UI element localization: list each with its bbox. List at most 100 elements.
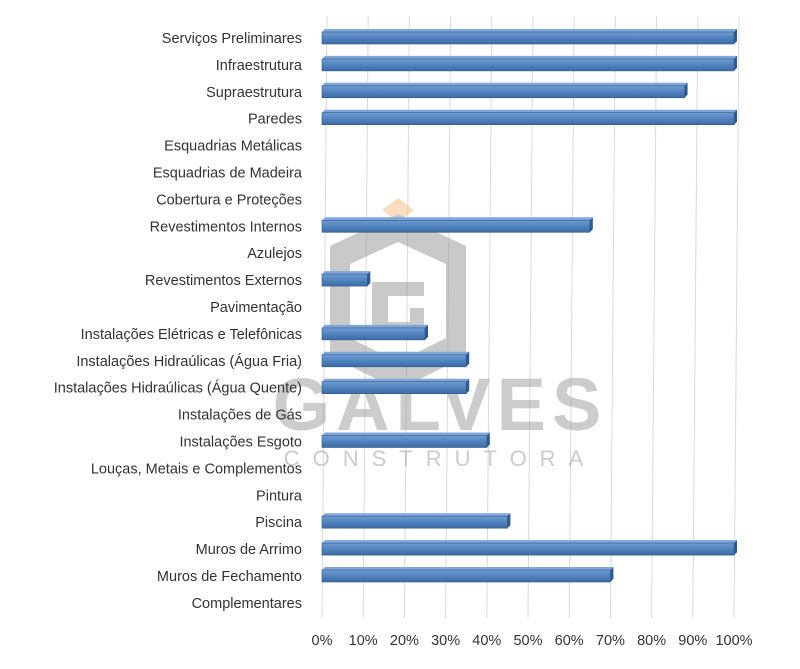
bar-top bbox=[322, 109, 737, 113]
bar bbox=[321, 378, 470, 395]
bar-top bbox=[322, 567, 614, 570]
category-label: Esquadrias Metálicas bbox=[164, 139, 302, 155]
category-label: Instalações Elétricas e Telefônicas bbox=[81, 327, 302, 343]
bar-top bbox=[322, 55, 737, 59]
watermark-sub: CONSTRUTORA bbox=[284, 446, 597, 471]
gridline bbox=[527, 15, 534, 619]
bar-front bbox=[321, 31, 735, 45]
gridline bbox=[568, 15, 575, 619]
x-axis-ticks: 0% 10% 20% 30% 40% 50% 60% 70% 80% 90% 100% bbox=[312, 633, 753, 649]
category-label: Revestimentos Internos bbox=[150, 219, 302, 235]
category-label: Muros de Fechamento bbox=[157, 569, 302, 585]
bar-side bbox=[734, 55, 737, 71]
bar bbox=[321, 217, 593, 233]
bar-front bbox=[321, 327, 426, 341]
category-label: Revestimentos Externos bbox=[145, 273, 302, 289]
bar-top bbox=[322, 324, 428, 328]
category-label: Louças, Metais e Complementos bbox=[91, 461, 302, 477]
bar-side bbox=[610, 567, 614, 582]
bar-front bbox=[321, 542, 735, 556]
category-label: Serviços Preliminares bbox=[162, 31, 302, 47]
bar-top bbox=[322, 29, 737, 32]
bar-front bbox=[321, 381, 467, 395]
bar-side bbox=[486, 432, 490, 448]
gridline bbox=[609, 15, 616, 619]
bar-top bbox=[322, 378, 470, 382]
bar bbox=[321, 109, 737, 125]
bar-side bbox=[466, 378, 470, 394]
x-tick-label: 90% bbox=[678, 633, 707, 649]
category-label: Piscina bbox=[255, 515, 303, 531]
bar bbox=[321, 55, 737, 72]
bar-side bbox=[734, 540, 737, 556]
bar-side bbox=[589, 217, 593, 233]
logo-diamond-icon bbox=[382, 198, 414, 222]
logo-inner-icon bbox=[372, 282, 424, 336]
galves-watermark: GALVES ® CONSTRUTORA bbox=[273, 198, 601, 471]
bar bbox=[321, 513, 511, 529]
gridline bbox=[651, 15, 658, 619]
category-label: Azulejos bbox=[247, 246, 302, 262]
x-tick-label: 100% bbox=[715, 633, 752, 649]
category-label: Infraestrutura bbox=[216, 58, 303, 74]
x-tick-label: 30% bbox=[431, 633, 460, 649]
bar bbox=[321, 29, 737, 45]
bar-top bbox=[322, 540, 737, 544]
category-label: Instalações Hidraúlicas (Água Fria) bbox=[76, 353, 302, 370]
bar bbox=[321, 432, 490, 448]
x-tick-label: 50% bbox=[513, 633, 542, 649]
bar bbox=[321, 567, 614, 583]
bar-front bbox=[321, 58, 735, 72]
category-label: Esquadrias de Madeira bbox=[153, 166, 303, 182]
bar-front bbox=[321, 112, 735, 125]
category-label: Muros de Arrimo bbox=[196, 542, 302, 558]
category-label: Supraestrutura bbox=[206, 85, 303, 101]
bar-top bbox=[322, 271, 371, 275]
category-label: Cobertura e Proteções bbox=[156, 192, 302, 208]
x-tick-label: 60% bbox=[555, 633, 584, 649]
bar-side bbox=[507, 513, 511, 529]
bar-top bbox=[322, 217, 593, 221]
category-label: Instalações Esgoto bbox=[179, 435, 302, 451]
x-tick-label: 40% bbox=[472, 633, 501, 649]
logo-mark-icon bbox=[330, 214, 466, 390]
category-label: Instalações de Gás bbox=[178, 408, 302, 424]
bar-front bbox=[321, 220, 591, 233]
gridline bbox=[733, 15, 740, 619]
bar bbox=[321, 82, 688, 99]
category-label: Complementares bbox=[192, 596, 302, 612]
bar-side bbox=[684, 82, 688, 98]
gridline bbox=[692, 15, 699, 619]
x-tick-label: 70% bbox=[596, 633, 625, 649]
bar-front bbox=[321, 435, 488, 448]
category-label: Pintura bbox=[256, 488, 303, 504]
bar-front bbox=[321, 273, 368, 287]
bar-side bbox=[734, 29, 737, 44]
bar-side bbox=[466, 351, 470, 367]
bar-side bbox=[367, 271, 371, 287]
category-label: Instalações Hidraúlicas (Água Quente) bbox=[54, 380, 302, 397]
bar-side bbox=[425, 324, 428, 340]
x-tick-label: 80% bbox=[637, 633, 666, 649]
bar bbox=[321, 271, 371, 287]
bar-front bbox=[321, 515, 508, 529]
bar bbox=[321, 351, 470, 368]
bar-top bbox=[322, 351, 470, 355]
bar-top bbox=[322, 432, 490, 436]
category-label: Paredes bbox=[248, 112, 302, 128]
bar-top bbox=[322, 513, 511, 517]
category-labels: Serviços Preliminares Infraestrutura Supra… bbox=[54, 31, 303, 612]
bar bbox=[321, 324, 428, 341]
bars bbox=[321, 29, 737, 583]
bar-front bbox=[321, 569, 611, 583]
watermark-registered: ® bbox=[566, 375, 575, 389]
bar-front bbox=[321, 354, 467, 368]
x-tick-label: 0% bbox=[312, 633, 333, 649]
bar-front bbox=[321, 85, 685, 99]
bar bbox=[321, 540, 737, 556]
x-tick-label: 20% bbox=[390, 633, 419, 649]
bar-side bbox=[734, 109, 737, 125]
bar-top bbox=[322, 82, 688, 86]
x-tick-label: 10% bbox=[349, 633, 378, 649]
